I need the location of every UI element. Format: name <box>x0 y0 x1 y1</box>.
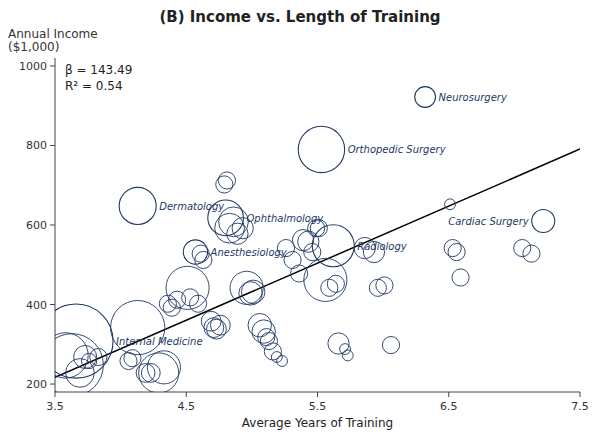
point-label: Ophthalmology <box>246 213 324 224</box>
bubble <box>120 352 137 369</box>
x-tick <box>55 392 56 397</box>
bubble <box>448 243 465 260</box>
bubble <box>532 210 555 233</box>
bubble <box>66 359 95 388</box>
point-label: Orthopedic Surgery <box>348 144 447 155</box>
bubble <box>340 344 351 355</box>
bubble <box>277 356 288 367</box>
bubble <box>166 266 209 309</box>
bubble <box>241 280 264 303</box>
bubble <box>523 245 540 262</box>
x-tick-label: 5.5 <box>309 400 327 413</box>
bubble <box>321 279 338 296</box>
y-tick <box>50 225 55 226</box>
bubble <box>514 239 531 256</box>
y-label: ($1,000) <box>8 40 59 54</box>
chart: (B) Income vs. Length of Training Annual … <box>0 0 600 437</box>
x-tick-label: 3.5 <box>46 400 64 413</box>
bubble <box>90 348 107 365</box>
bubble <box>376 277 393 294</box>
bubble <box>444 239 461 256</box>
bubble <box>139 353 179 392</box>
y-tick-label: 200 <box>26 378 47 391</box>
bubble <box>230 271 263 304</box>
x-tick-label: 6.5 <box>440 400 458 413</box>
bubble <box>452 269 469 286</box>
point-label: Neurosurgery <box>439 92 508 103</box>
x-label: Average Years of Training <box>242 416 393 430</box>
bubble <box>445 199 456 210</box>
point-label: Dermatology <box>159 201 225 212</box>
bubble <box>147 351 180 384</box>
bubble <box>264 343 281 360</box>
bubble <box>342 350 353 361</box>
annotation: β = 143.49 <box>65 63 132 77</box>
y-label: Annual Income <box>8 27 98 41</box>
bubble <box>382 337 399 354</box>
y-tick-label: 800 <box>26 139 47 152</box>
bubble <box>210 315 230 335</box>
bubble <box>55 333 88 378</box>
x-tick-label: 7.5 <box>571 400 589 413</box>
bubble <box>189 295 206 312</box>
bubble <box>74 346 97 369</box>
x-tick <box>186 392 187 397</box>
x-tick <box>317 392 318 397</box>
bubble <box>298 126 344 172</box>
bubble <box>415 87 436 108</box>
bubble <box>81 353 96 368</box>
bubble <box>260 333 277 350</box>
bubble <box>163 299 180 316</box>
y-tick-label: 600 <box>26 219 47 232</box>
regression-line <box>55 149 580 377</box>
point-label: Cardiac Surgery <box>448 216 530 227</box>
bubble <box>327 275 344 292</box>
bubble <box>159 295 176 312</box>
y-tick <box>50 384 55 385</box>
point-labels: Internal Medicine Dermatology Ophthalmolog… <box>116 92 530 347</box>
bubble <box>207 319 227 339</box>
y-tick <box>50 145 55 146</box>
bubble <box>227 223 248 244</box>
x-tick-label: 4.5 <box>178 400 196 413</box>
point-label: Radiology <box>357 241 408 252</box>
bubble <box>168 291 185 308</box>
bubble <box>119 187 156 224</box>
bubble <box>218 172 235 189</box>
plot-area <box>55 87 580 392</box>
x-tick <box>448 392 449 397</box>
y-tick-label: 1000 <box>19 60 47 73</box>
bubble <box>55 304 113 378</box>
y-tick <box>50 65 55 66</box>
point-label: Anesthesiology <box>210 247 288 258</box>
title: (B) Income vs. Length of Training <box>159 8 440 26</box>
annotation: R² = 0.54 <box>65 79 123 93</box>
bubble <box>183 240 207 264</box>
bubble <box>252 320 275 343</box>
x-tick <box>580 392 581 397</box>
point-label: Internal Medicine <box>116 336 203 347</box>
bubble <box>195 251 212 268</box>
bubble <box>141 364 160 383</box>
bubble <box>182 289 199 306</box>
y-tick <box>50 304 55 305</box>
bubble <box>312 225 354 267</box>
bubble <box>55 334 103 392</box>
y-tick-label: 400 <box>26 299 47 312</box>
bubble <box>248 313 271 336</box>
